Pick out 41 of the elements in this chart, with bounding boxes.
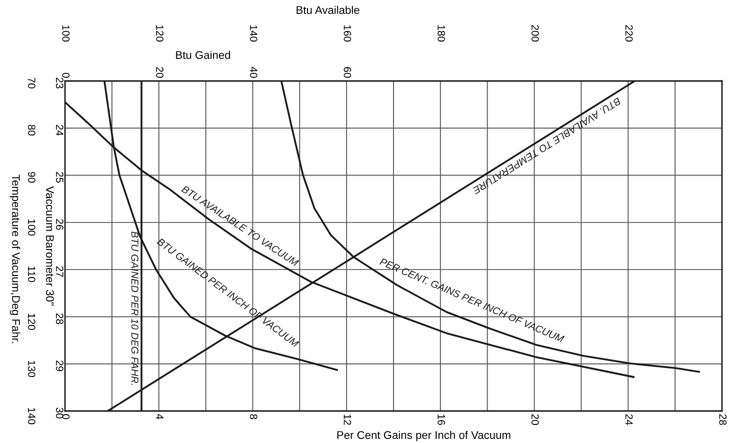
y2-tick-label: 90 — [28, 172, 36, 183]
y2-axis-title: Temperature of Vacuum,Deg Fahr. — [10, 174, 20, 344]
x-axis-title: Btu Gained — [176, 50, 230, 59]
x2-tick-label: 8 — [250, 414, 258, 420]
x-tick-label: 0 — [62, 72, 70, 78]
y-tick-label: 24 — [56, 124, 64, 136]
y-axis-title: Vaccuum Barometer 30" — [46, 186, 54, 306]
x-axis-title: Btu Available — [296, 6, 360, 14]
y2-tick-label: 120 — [28, 314, 36, 330]
x2-axis-title: Per Cent Gains per Inch of Vacuum — [337, 430, 510, 442]
y-tick-label: 26 — [56, 219, 64, 230]
x2-tick-label: 20 — [531, 414, 539, 425]
x2-tick-label: 4 — [156, 414, 164, 420]
y-tick-label: 27 — [56, 266, 64, 277]
x2-tick-label: 16 — [438, 414, 446, 425]
x2-tick-label: 0 — [62, 414, 70, 420]
y2-tick-label: 100 — [28, 219, 36, 236]
x-tick-label: 20 — [156, 67, 164, 78]
x-tick-label: 200 — [531, 25, 539, 42]
x-tick-label: 60 — [344, 67, 352, 78]
x2-tick-label: 12 — [344, 414, 352, 425]
x-tick-label: 180 — [438, 25, 446, 42]
y2-tick-label: 70 — [28, 78, 36, 88]
x-tick-label: 100 — [62, 25, 70, 42]
x-tick-label: 40 — [250, 66, 258, 78]
y-tick-label: 29 — [56, 360, 64, 372]
ref-line-label: BTU GAINED PER 10 DEG FAHR. — [131, 232, 138, 385]
y2-tick-label: 80 — [28, 124, 36, 136]
y-tick-label: 23 — [56, 78, 64, 88]
x-tick-label: 120 — [156, 25, 164, 42]
x2-tick-label: 24 — [625, 414, 633, 426]
y2-tick-label: 130 — [28, 360, 36, 378]
x-tick-label: 140 — [250, 25, 258, 42]
y-tick-label: 30 — [56, 408, 64, 418]
y2-tick-label: 110 — [28, 266, 36, 282]
y-tick-label: 25 — [56, 172, 64, 183]
x-tick-label: 160 — [344, 25, 352, 42]
y2-tick-label: 140 — [28, 408, 36, 424]
x2-tick-label: 28 — [719, 414, 727, 425]
y-tick-label: 28 — [56, 313, 64, 324]
x-tick-label: 220 — [625, 25, 633, 42]
